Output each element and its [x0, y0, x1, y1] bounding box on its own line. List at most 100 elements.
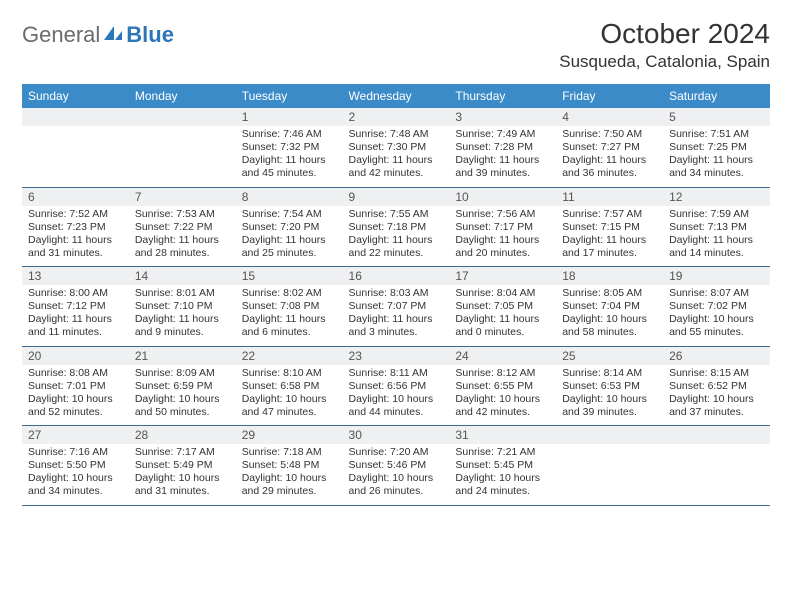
- day-number: 27: [22, 426, 129, 444]
- calendar-day-cell: 17Sunrise: 8:04 AMSunset: 7:05 PMDayligh…: [449, 267, 556, 347]
- header: General Blue October 2024 Susqueda, Cata…: [22, 18, 770, 72]
- calendar-day-cell: 4Sunrise: 7:50 AMSunset: 7:27 PMDaylight…: [556, 108, 663, 187]
- day-number: 14: [129, 267, 236, 285]
- calendar-day-cell: 9Sunrise: 7:55 AMSunset: 7:18 PMDaylight…: [343, 187, 450, 267]
- day-number: 3: [449, 108, 556, 126]
- weekday-header: Thursday: [449, 84, 556, 108]
- calendar-day-cell: 14Sunrise: 8:01 AMSunset: 7:10 PMDayligh…: [129, 267, 236, 347]
- day-body: Sunrise: 7:52 AMSunset: 7:23 PMDaylight:…: [22, 206, 129, 267]
- sunrise-text: Sunrise: 8:00 AM: [28, 287, 123, 300]
- day-body: [556, 444, 663, 496]
- day-number: 2: [343, 108, 450, 126]
- location-text: Susqueda, Catalonia, Spain: [559, 52, 770, 72]
- sunset-text: Sunset: 7:25 PM: [669, 141, 764, 154]
- sunrise-text: Sunrise: 8:15 AM: [669, 367, 764, 380]
- daylight-text: Daylight: 11 hours and 11 minutes.: [28, 313, 123, 339]
- sunrise-text: Sunrise: 7:53 AM: [135, 208, 230, 221]
- day-number: 10: [449, 188, 556, 206]
- day-number: 23: [343, 347, 450, 365]
- daylight-text: Daylight: 11 hours and 6 minutes.: [242, 313, 337, 339]
- daylight-text: Daylight: 10 hours and 26 minutes.: [349, 472, 444, 498]
- calendar-day-cell: 10Sunrise: 7:56 AMSunset: 7:17 PMDayligh…: [449, 187, 556, 267]
- sunrise-text: Sunrise: 7:18 AM: [242, 446, 337, 459]
- sunrise-text: Sunrise: 8:02 AM: [242, 287, 337, 300]
- daylight-text: Daylight: 10 hours and 52 minutes.: [28, 393, 123, 419]
- day-body: Sunrise: 7:57 AMSunset: 7:15 PMDaylight:…: [556, 206, 663, 267]
- daylight-text: Daylight: 11 hours and 28 minutes.: [135, 234, 230, 260]
- sunset-text: Sunset: 7:10 PM: [135, 300, 230, 313]
- day-number: 5: [663, 108, 770, 126]
- sunrise-text: Sunrise: 7:17 AM: [135, 446, 230, 459]
- sail-icon: [102, 22, 124, 48]
- day-number: 30: [343, 426, 450, 444]
- day-body: Sunrise: 7:56 AMSunset: 7:17 PMDaylight:…: [449, 206, 556, 267]
- day-number: 11: [556, 188, 663, 206]
- day-body: Sunrise: 8:09 AMSunset: 6:59 PMDaylight:…: [129, 365, 236, 426]
- daylight-text: Daylight: 11 hours and 34 minutes.: [669, 154, 764, 180]
- sunrise-text: Sunrise: 8:07 AM: [669, 287, 764, 300]
- daylight-text: Daylight: 10 hours and 50 minutes.: [135, 393, 230, 419]
- daylight-text: Daylight: 10 hours and 58 minutes.: [562, 313, 657, 339]
- calendar-day-cell: 5 Sunrise: 7:51 AMSunset: 7:25 PMDaylight…: [663, 108, 770, 187]
- sunrise-text: Sunrise: 8:12 AM: [455, 367, 550, 380]
- day-body: Sunrise: 8:01 AMSunset: 7:10 PMDaylight:…: [129, 285, 236, 346]
- day-body: Sunrise: 8:00 AMSunset: 7:12 PMDaylight:…: [22, 285, 129, 346]
- title-block: October 2024 Susqueda, Catalonia, Spain: [559, 18, 770, 72]
- sunset-text: Sunset: 5:50 PM: [28, 459, 123, 472]
- sunset-text: Sunset: 5:48 PM: [242, 459, 337, 472]
- daylight-text: Daylight: 11 hours and 0 minutes.: [455, 313, 550, 339]
- sunrise-text: Sunrise: 7:51 AM: [669, 128, 764, 141]
- calendar-day-cell: 31Sunrise: 7:21 AMSunset: 5:45 PMDayligh…: [449, 426, 556, 506]
- sunset-text: Sunset: 6:58 PM: [242, 380, 337, 393]
- day-body: Sunrise: 7:48 AMSunset: 7:30 PMDaylight:…: [343, 126, 450, 187]
- calendar-day-cell: 27Sunrise: 7:16 AMSunset: 5:50 PMDayligh…: [22, 426, 129, 506]
- sunrise-text: Sunrise: 8:04 AM: [455, 287, 550, 300]
- calendar-day-cell: 11Sunrise: 7:57 AMSunset: 7:15 PMDayligh…: [556, 187, 663, 267]
- calendar-day-cell: 25Sunrise: 8:14 AMSunset: 6:53 PMDayligh…: [556, 346, 663, 426]
- sunset-text: Sunset: 7:30 PM: [349, 141, 444, 154]
- daylight-text: Daylight: 10 hours and 44 minutes.: [349, 393, 444, 419]
- day-body: Sunrise: 8:14 AMSunset: 6:53 PMDaylight:…: [556, 365, 663, 426]
- daylight-text: Daylight: 10 hours and 31 minutes.: [135, 472, 230, 498]
- daylight-text: Daylight: 11 hours and 39 minutes.: [455, 154, 550, 180]
- sunset-text: Sunset: 7:22 PM: [135, 221, 230, 234]
- day-number: [129, 108, 236, 126]
- sunset-text: Sunset: 7:23 PM: [28, 221, 123, 234]
- sunset-text: Sunset: 6:52 PM: [669, 380, 764, 393]
- sunset-text: Sunset: 7:02 PM: [669, 300, 764, 313]
- sunrise-text: Sunrise: 7:20 AM: [349, 446, 444, 459]
- day-number: 28: [129, 426, 236, 444]
- day-number: [556, 426, 663, 444]
- calendar-day-cell: 21Sunrise: 8:09 AMSunset: 6:59 PMDayligh…: [129, 346, 236, 426]
- daylight-text: Daylight: 10 hours and 42 minutes.: [455, 393, 550, 419]
- day-body: Sunrise: 7:18 AMSunset: 5:48 PMDaylight:…: [236, 444, 343, 505]
- daylight-text: Daylight: 11 hours and 20 minutes.: [455, 234, 550, 260]
- daylight-text: Daylight: 11 hours and 22 minutes.: [349, 234, 444, 260]
- weekday-header-row: Sunday Monday Tuesday Wednesday Thursday…: [22, 84, 770, 108]
- brand-logo: General Blue: [22, 18, 174, 48]
- day-body: Sunrise: 7:46 AMSunset: 7:32 PMDaylight:…: [236, 126, 343, 187]
- calendar-day-cell: 29Sunrise: 7:18 AMSunset: 5:48 PMDayligh…: [236, 426, 343, 506]
- calendar-day-cell: 13Sunrise: 8:00 AMSunset: 7:12 PMDayligh…: [22, 267, 129, 347]
- day-number: [663, 426, 770, 444]
- calendar-day-cell: 12Sunrise: 7:59 AMSunset: 7:13 PMDayligh…: [663, 187, 770, 267]
- sunset-text: Sunset: 6:59 PM: [135, 380, 230, 393]
- day-number: 8: [236, 188, 343, 206]
- sunrise-text: Sunrise: 7:16 AM: [28, 446, 123, 459]
- day-number: 17: [449, 267, 556, 285]
- page-title: October 2024: [559, 18, 770, 50]
- day-body: Sunrise: 7:20 AMSunset: 5:46 PMDaylight:…: [343, 444, 450, 505]
- sunset-text: Sunset: 5:45 PM: [455, 459, 550, 472]
- calendar-day-cell: 6Sunrise: 7:52 AMSunset: 7:23 PMDaylight…: [22, 187, 129, 267]
- calendar-day-cell: [556, 426, 663, 506]
- sunset-text: Sunset: 7:27 PM: [562, 141, 657, 154]
- sunrise-text: Sunrise: 8:10 AM: [242, 367, 337, 380]
- day-body: Sunrise: 8:11 AMSunset: 6:56 PMDaylight:…: [343, 365, 450, 426]
- calendar-week-row: 13Sunrise: 8:00 AMSunset: 7:12 PMDayligh…: [22, 267, 770, 347]
- day-body: Sunrise: 7:21 AMSunset: 5:45 PMDaylight:…: [449, 444, 556, 505]
- calendar-day-cell: [663, 426, 770, 506]
- day-body: Sunrise: 8:12 AMSunset: 6:55 PMDaylight:…: [449, 365, 556, 426]
- day-body: Sunrise: 7:53 AMSunset: 7:22 PMDaylight:…: [129, 206, 236, 267]
- sunset-text: Sunset: 7:15 PM: [562, 221, 657, 234]
- calendar-day-cell: 15Sunrise: 8:02 AMSunset: 7:08 PMDayligh…: [236, 267, 343, 347]
